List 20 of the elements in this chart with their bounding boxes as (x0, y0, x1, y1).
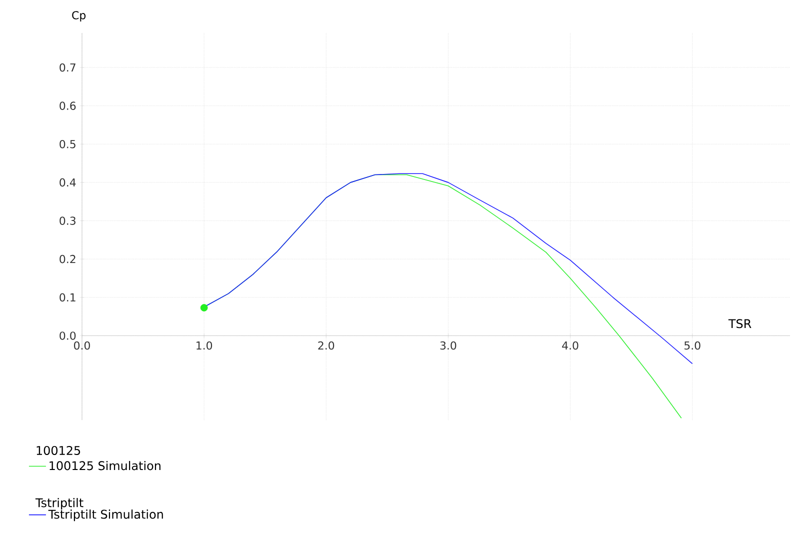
y-axis-title: Cp (72, 11, 86, 22)
x-tick-label: 0.0 (74, 341, 90, 350)
x-tick-label: 2.0 (318, 341, 334, 350)
text: Tstriptilt (35, 498, 84, 510)
legend-label: Tstriptilt Simulation (48, 510, 163, 522)
y-tick-label: 0.1 (60, 293, 76, 302)
x-tick-label: 1.0 (196, 341, 212, 350)
x-tick-label: 5.0 (684, 341, 700, 350)
y-tick-label: 0.6 (60, 102, 76, 110)
x-tick-label: 4.0 (562, 341, 578, 350)
y-tick-label: 0.0 (60, 332, 76, 340)
y-tick-label: 0.3 (60, 216, 76, 225)
y-tick-label: 0.7 (60, 63, 76, 72)
x-axis-title: TSR (728, 319, 752, 328)
x-tick-label: 3.0 (440, 341, 456, 350)
y-tick-label: 0.4 (60, 178, 76, 187)
y-tick-label: 0.5 (60, 140, 76, 148)
y-tick-label: 0.2 (60, 254, 76, 264)
text: 100125 (36, 446, 80, 455)
legend-label: 100125 Simulation (50, 460, 160, 470)
